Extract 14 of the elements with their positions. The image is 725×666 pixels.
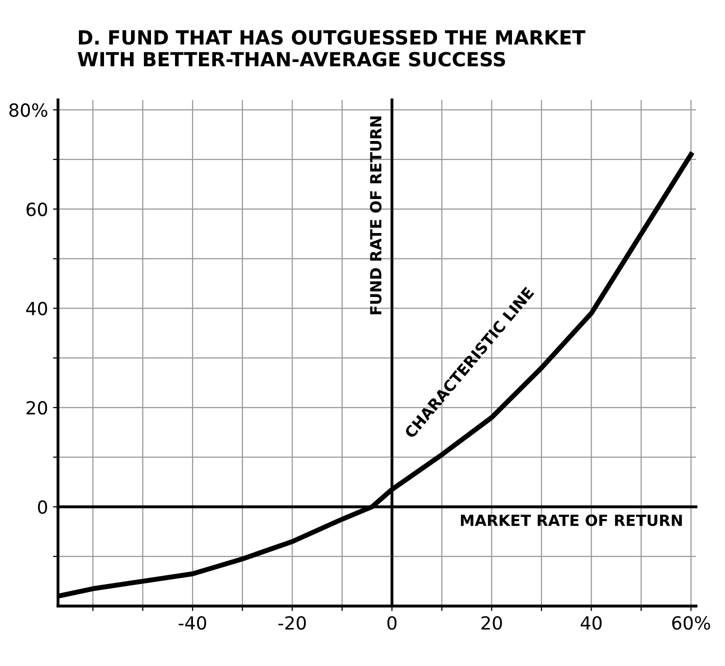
y-tick-label: 0 (38, 500, 48, 514)
y-tick-label: 20 (26, 401, 48, 415)
y-tick-label: 80% (9, 103, 48, 117)
x-tick-label: 0 (387, 616, 396, 630)
x-tick-label: 40 (580, 616, 602, 630)
x-tick-label: -40 (178, 616, 206, 630)
y-axis-title: FUND RATE OF RETURN (370, 116, 382, 314)
y-tick-label: 60 (26, 202, 48, 216)
x-axis-title: MARKET RATE OF RETURN (460, 514, 682, 526)
chart-title: D. FUND THAT HAS OUTGUESSED THE MARKET WITH BETTER-THAN-AVERAGE SUCCESS (78, 30, 586, 67)
x-tick-label: -20 (278, 616, 306, 630)
x-tick-label: 20 (481, 616, 502, 630)
x-tick-label: 60% (672, 616, 710, 630)
y-tick-label: 40 (26, 302, 48, 316)
